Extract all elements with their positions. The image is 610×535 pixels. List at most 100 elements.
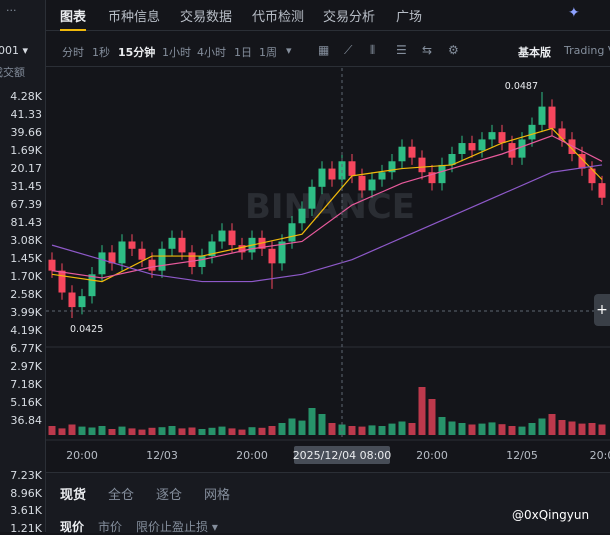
low-label: 0.0425 [70, 324, 103, 335]
candle-body [398, 146, 406, 162]
volume-bar [128, 428, 136, 435]
candle-body [488, 132, 496, 140]
volume-bar [48, 426, 56, 435]
candle-body [348, 161, 356, 176]
x-tick-label: 12/03 [146, 449, 178, 462]
ma-line [51, 127, 603, 283]
volume-bar [438, 417, 446, 435]
volume-bar [78, 426, 86, 435]
volume-bar [588, 423, 596, 435]
candle-body [78, 296, 86, 308]
column-header: 成交额 [0, 66, 25, 79]
candle-body [218, 230, 226, 242]
candle-body [268, 248, 276, 264]
tab[interactable]: 交易数据 [180, 10, 233, 25]
volume-bar [228, 428, 236, 435]
book-value: 8.96K [10, 486, 42, 500]
order-tab[interactable]: 全仓 [108, 488, 135, 503]
tab[interactable]: 图表 [60, 6, 87, 31]
interval[interactable]: 1周 [259, 46, 277, 59]
volume-bar [288, 418, 296, 435]
book-value: 39.66 [10, 126, 43, 139]
candle-body [208, 241, 216, 257]
tool-icon[interactable]: ⫴ [370, 43, 376, 57]
volume-bar [158, 427, 166, 435]
book-value: 2.97K [10, 360, 42, 373]
volume-bar [548, 414, 556, 435]
volume-bar [488, 422, 496, 435]
candle-body [438, 164, 446, 184]
book-value: 5.16K [10, 396, 42, 409]
order-type[interactable]: 市价 [98, 520, 123, 534]
tool-icon[interactable]: ⇆ [422, 43, 433, 57]
candle-body [158, 248, 166, 271]
tool-icon[interactable]: ▦ [318, 43, 330, 57]
candle-body [548, 106, 556, 129]
volume-bar [68, 424, 76, 435]
book-value: 20.17 [10, 162, 43, 175]
volume-bar [428, 399, 436, 435]
interval[interactable]: 1日 [234, 46, 252, 59]
ma-line [51, 135, 603, 279]
volume-bar [138, 429, 146, 435]
candle-body [458, 143, 466, 154]
interval[interactable]: 1小时 [162, 46, 191, 59]
interval[interactable]: 分时 [62, 46, 84, 59]
candle-body [378, 172, 386, 180]
x-tick-label: 20:00 [66, 449, 98, 462]
book-value: 31.45 [10, 180, 43, 193]
x-tick-label: 20:0 [590, 449, 610, 462]
interval[interactable]: 15分钟 [118, 46, 156, 59]
view-mode[interactable]: Trading V [564, 44, 610, 57]
order-tab[interactable]: 网格 [204, 488, 231, 503]
book-value: 36.84 [10, 414, 43, 427]
book-value: 3.99K [10, 306, 42, 319]
volume-bar [578, 423, 586, 435]
volume-bar [598, 424, 606, 435]
order-tabs: 现货 全仓 逐仓 网格 [60, 484, 230, 503]
interval-more[interactable]: ▾ [286, 44, 292, 57]
book-value: 1.45K [10, 252, 42, 265]
tab[interactable]: 广场 [396, 10, 423, 25]
interval[interactable]: 4小时 [197, 46, 226, 59]
candle-body [598, 183, 606, 198]
tool-icon[interactable]: ☰ [396, 43, 407, 57]
candle-body [278, 241, 286, 264]
candle-body [418, 157, 426, 173]
candle-body [468, 143, 476, 151]
volume-bar [108, 429, 116, 435]
view-mode[interactable]: 基本版 [518, 46, 551, 59]
order-tab[interactable]: 现货 [60, 488, 87, 503]
order-tab[interactable]: 逐仓 [156, 488, 183, 503]
pair-selector[interactable]: 001 ▾ [0, 44, 29, 57]
order-book-strip: ··· 001 ▾ 成交额 4.28K 41.33 39.66 1.69K 20.17 3… [0, 0, 46, 535]
menu[interactable]: ··· [6, 4, 17, 17]
order-type[interactable]: 现价 [60, 520, 85, 534]
volume-bar [568, 421, 576, 435]
tab[interactable]: 代币检测 [252, 10, 305, 25]
candle-body [478, 139, 486, 151]
expand-button[interactable]: + [594, 294, 610, 326]
candle-body [328, 168, 336, 180]
volume-bar [478, 423, 486, 435]
tab[interactable]: 币种信息 [108, 10, 161, 25]
tool-icon[interactable]: ⟋ [344, 43, 353, 57]
candle-body [48, 259, 56, 271]
volume-bar [178, 428, 186, 435]
candle-body [518, 139, 526, 158]
book-value: 67.39 [10, 198, 43, 211]
ai-icon[interactable]: ✦ [568, 5, 580, 21]
candle-body [528, 124, 536, 140]
tool-icon[interactable]: ⚙ [448, 43, 459, 57]
tab[interactable]: 交易分析 [323, 10, 376, 25]
candle-body [288, 223, 296, 242]
interval[interactable]: 1秒 [92, 46, 110, 59]
book-value: 1.70K [10, 270, 42, 283]
book-value: 4.19K [10, 324, 42, 337]
candle-body [558, 128, 566, 140]
x-tick-label: 20:00 [236, 449, 268, 462]
user-watermark: @0xQingyun [512, 508, 590, 522]
order-type[interactable]: 限价止盈止损 ▾ [136, 520, 218, 534]
